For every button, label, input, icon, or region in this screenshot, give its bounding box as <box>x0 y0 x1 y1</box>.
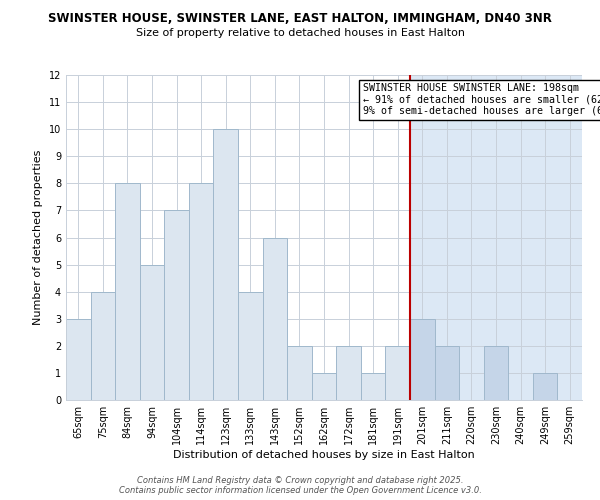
Bar <box>164 210 189 400</box>
Bar <box>336 346 361 400</box>
Bar <box>410 319 434 400</box>
Bar <box>434 346 459 400</box>
Bar <box>66 319 91 400</box>
Bar <box>312 373 336 400</box>
Bar <box>263 238 287 400</box>
Text: SWINSTER HOUSE, SWINSTER LANE, EAST HALTON, IMMINGHAM, DN40 3NR: SWINSTER HOUSE, SWINSTER LANE, EAST HALT… <box>48 12 552 26</box>
Bar <box>484 346 508 400</box>
Bar <box>410 75 594 400</box>
Text: Contains HM Land Registry data © Crown copyright and database right 2025.: Contains HM Land Registry data © Crown c… <box>137 476 463 485</box>
X-axis label: Distribution of detached houses by size in East Halton: Distribution of detached houses by size … <box>173 450 475 460</box>
Bar <box>287 346 312 400</box>
Bar <box>238 292 263 400</box>
Bar <box>91 292 115 400</box>
Bar <box>115 184 140 400</box>
Text: Contains public sector information licensed under the Open Government Licence v3: Contains public sector information licen… <box>119 486 481 495</box>
Bar <box>361 373 385 400</box>
Bar <box>214 129 238 400</box>
Text: Size of property relative to detached houses in East Halton: Size of property relative to detached ho… <box>136 28 464 38</box>
Text: SWINSTER HOUSE SWINSTER LANE: 198sqm
← 91% of detached houses are smaller (62)
9: SWINSTER HOUSE SWINSTER LANE: 198sqm ← 9… <box>362 83 600 116</box>
Bar <box>533 373 557 400</box>
Y-axis label: Number of detached properties: Number of detached properties <box>33 150 43 325</box>
Bar <box>189 184 214 400</box>
Bar <box>140 264 164 400</box>
Bar <box>385 346 410 400</box>
